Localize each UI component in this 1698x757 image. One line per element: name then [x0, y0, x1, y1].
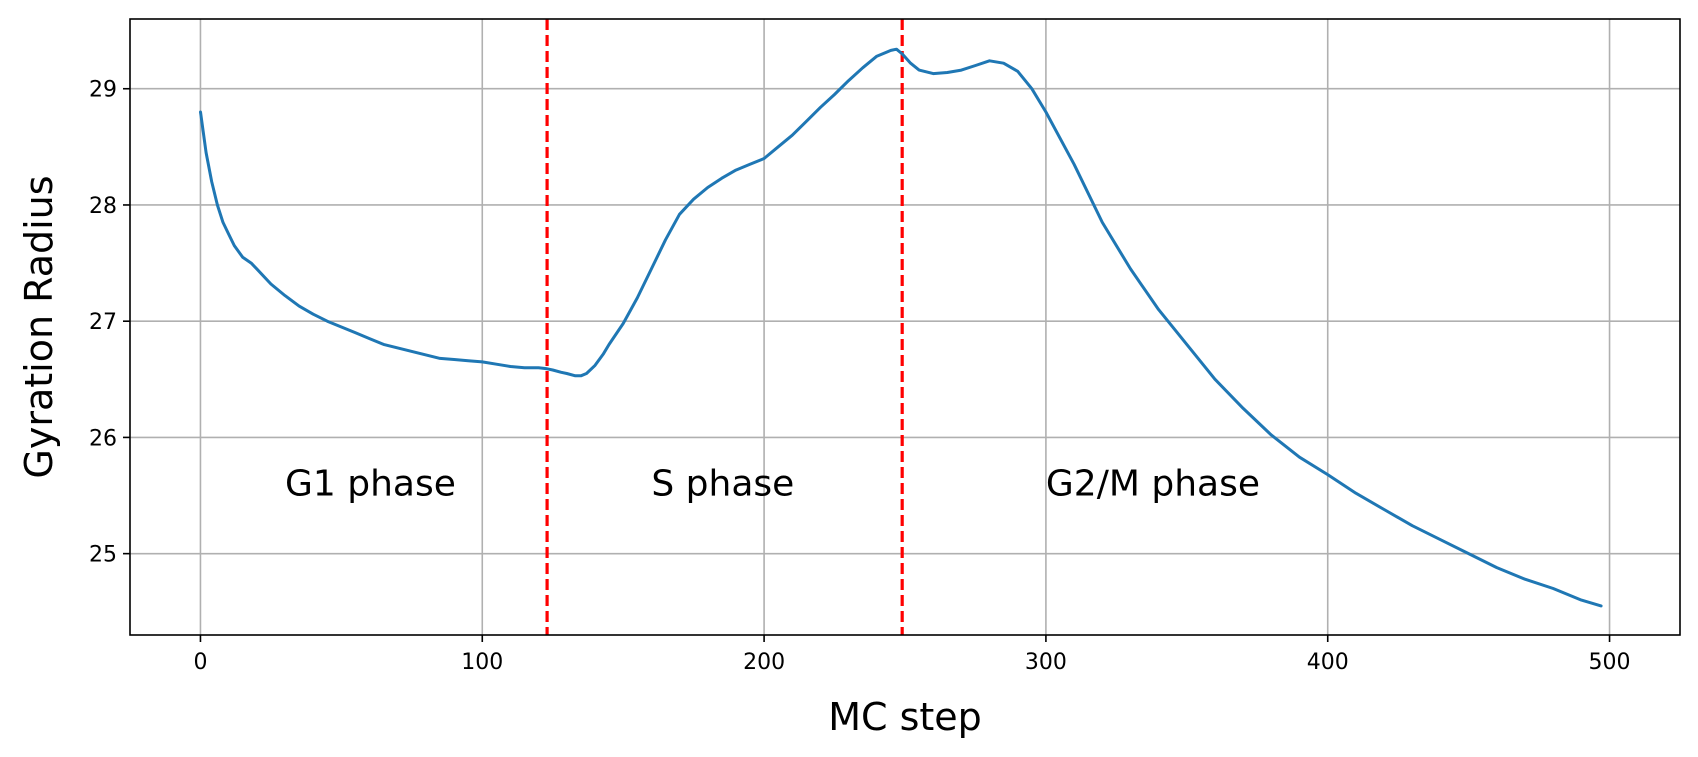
x-axis-title: MC step: [828, 695, 982, 739]
x-tick-label: 200: [743, 650, 785, 675]
x-tick-label: 100: [461, 650, 503, 675]
phase-label: G1 phase: [285, 464, 456, 505]
phase-label: S phase: [651, 464, 794, 505]
y-tick-label: 27: [89, 310, 117, 335]
x-tick-label: 0: [193, 650, 207, 675]
phase-label: G2/M phase: [1046, 464, 1260, 505]
series-line: [199, 47, 1603, 608]
axis-ticks: 0 100 200 300 400 500 25 26 27 28 29: [89, 78, 1631, 675]
y-tick-label: 28: [89, 194, 117, 219]
phase-boundaries: [545, 19, 904, 635]
x-tick-label: 500: [1589, 650, 1631, 675]
plot-frame: [129, 18, 1681, 636]
y-tick-label: 25: [89, 543, 117, 568]
x-tick-label: 400: [1307, 650, 1349, 675]
y-tick-label: 29: [89, 78, 117, 103]
phase-annotations: G1 phase S phase G2/M phase: [285, 464, 1260, 505]
y-tick-label: 26: [89, 426, 117, 451]
x-tick-label: 300: [1025, 650, 1067, 675]
grid-lines: [130, 19, 1680, 635]
y-axis-title: Gyration Radius: [17, 175, 61, 478]
